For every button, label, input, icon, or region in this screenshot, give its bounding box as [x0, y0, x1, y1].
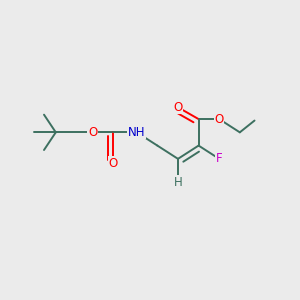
Text: O: O: [88, 126, 97, 139]
Text: NH: NH: [128, 126, 146, 139]
Text: F: F: [216, 152, 223, 165]
Text: H: H: [174, 176, 182, 189]
Text: O: O: [173, 101, 183, 114]
Text: O: O: [109, 157, 118, 170]
Text: O: O: [214, 112, 224, 126]
